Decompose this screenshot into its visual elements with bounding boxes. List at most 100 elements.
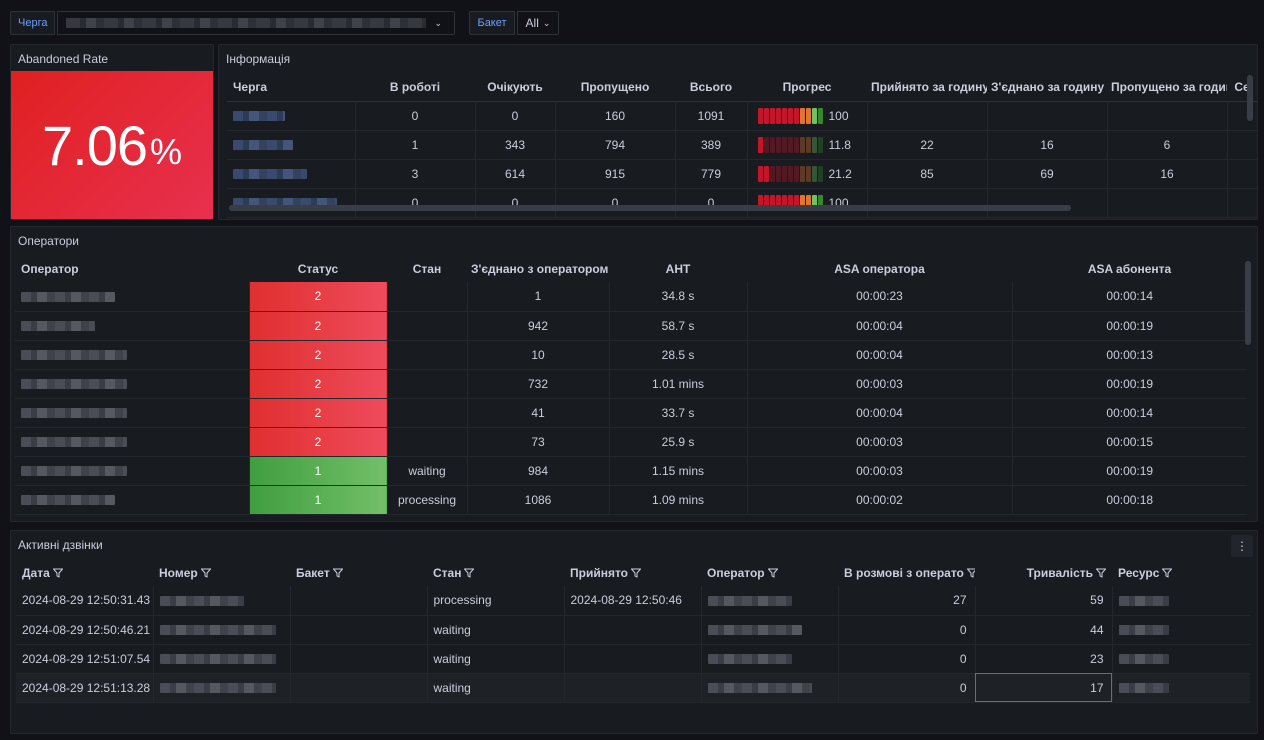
filter-icon[interactable] (966, 568, 975, 579)
table-row[interactable]: 2024-08-29 12:50:46.21 waiting 0 44 (16, 615, 1250, 645)
asa-subscriber-cell: 00:00:14 (1012, 282, 1247, 312)
gauge-segment (811, 194, 817, 211)
cell-missed-hour: 6 (1107, 130, 1228, 160)
gauge-segment (811, 107, 817, 124)
queue-variable-select[interactable]: ⌄ (57, 11, 456, 35)
progress-value: 21.2 (828, 166, 852, 181)
filter-icon[interactable] (52, 568, 63, 579)
status-cell: 2 (249, 340, 388, 370)
connected-cell: 73 (467, 427, 610, 457)
col-operator[interactable]: Оператор (21, 262, 79, 276)
col-extra[interactable]: Се (1234, 80, 1250, 95)
asa-operator-cell: 00:00:04 (747, 340, 1013, 370)
col-call-state[interactable]: Стан (427, 559, 564, 586)
date-cell: 2024-08-29 12:51:13.28 (16, 673, 154, 703)
table-row[interactable]: 2024-08-29 12:51:07.54 waiting 0 23 (16, 644, 1250, 674)
gauge-segment (757, 165, 763, 182)
col-number[interactable]: Номер (153, 559, 290, 586)
table-row[interactable]: 1 waiting 984 1.15 mins 00:00:03 00:00:19 (15, 456, 1247, 486)
gauge-segment (817, 136, 823, 153)
table-row[interactable]: 0 0 0 0 100 (227, 188, 1257, 218)
table-row[interactable]: 2 1 34.8 s 00:00:23 00:00:14 (15, 282, 1247, 312)
col-asa-operator[interactable]: ASA оператора (834, 262, 925, 276)
cell-total: 0 (675, 188, 748, 218)
information-panel: Інформація Черга В роботі Очікують Пропу… (218, 44, 1258, 220)
active-calls-table: Дата Номер Бакет Стан Прийнято Оператор … (16, 559, 1250, 703)
col-accepted[interactable]: Прийнято (564, 559, 701, 586)
cell-missed-hour: 16 (1107, 159, 1228, 189)
filter-icon[interactable] (1096, 568, 1106, 579)
table-row[interactable]: 1 processing 1086 1.09 mins 00:00:02 00:00:18 (15, 485, 1247, 515)
col-missed-hour[interactable]: Пропущено за годину (1111, 80, 1227, 95)
col-asa-subscriber[interactable]: ASA абонента (1087, 262, 1172, 276)
col-connected[interactable]: З'єднано з оператором (471, 262, 609, 276)
filter-icon[interactable] (767, 568, 778, 579)
cell-progress: 11.8 (747, 130, 868, 160)
filter-icon[interactable] (631, 568, 642, 579)
filter-icon[interactable] (332, 568, 343, 579)
connected-cell: 732 (467, 369, 610, 399)
vertical-scrollbar[interactable] (1245, 261, 1251, 345)
bucket-cell (290, 615, 428, 645)
col-total[interactable]: Всього (689, 80, 733, 95)
filter-icon[interactable] (464, 568, 475, 579)
state-cell (387, 340, 468, 370)
filter-icon[interactable] (200, 568, 211, 579)
col-status[interactable]: Статус (297, 262, 339, 276)
col-progress[interactable]: Прогрес (782, 80, 832, 95)
table-row[interactable]: 3 614 915 779 21.2 85 69 16 (227, 159, 1257, 189)
progress-gauge (757, 136, 823, 153)
aht-cell: 1.15 mins (609, 456, 748, 486)
col-accepted-hour[interactable]: Прийнято за годину (871, 80, 987, 95)
vertical-scrollbar[interactable] (1247, 75, 1253, 121)
redacted-text (21, 379, 127, 390)
col-state[interactable]: Стан (412, 262, 442, 276)
cell-accepted-hour: 85 (867, 159, 988, 189)
gauge-segment (775, 165, 781, 182)
redacted-text (707, 625, 802, 636)
table-row[interactable]: 2 732 1.01 mins 00:00:03 00:00:19 (15, 369, 1247, 399)
asa-subscriber-cell: 00:00:19 (1012, 456, 1247, 486)
redacted-text (1118, 625, 1169, 636)
bucket-variable-select[interactable]: All ⌄ (516, 11, 560, 35)
table-row[interactable]: 2 942 58.7 s 00:00:04 00:00:19 (15, 311, 1247, 341)
col-bucket[interactable]: Бакет (290, 559, 427, 586)
table-row[interactable]: 2024-08-29 12:50:31.43 processing 2024-08-… (16, 586, 1250, 616)
gauge-segment (817, 107, 823, 124)
table-row[interactable]: 2 10 28.5 s 00:00:04 00:00:13 (15, 340, 1247, 370)
table-row[interactable]: 2 73 25.9 s 00:00:03 00:00:15 (15, 427, 1247, 457)
operators-panel: Оператори Оператор Статус Стан З'єднано … (10, 226, 1258, 522)
col-in-work[interactable]: В роботі (389, 80, 441, 95)
gauge-segment (805, 165, 811, 182)
col-waiting[interactable]: Очікують (487, 80, 543, 95)
gauge-segment (787, 107, 793, 124)
accepted-cell: 2024-08-29 12:50:46 (564, 586, 702, 616)
table-row[interactable]: 2024-08-29 12:51:13.28 waiting 0 17 (16, 673, 1250, 703)
asa-subscriber-cell: 00:00:18 (1012, 485, 1247, 515)
gauge-segment (787, 165, 793, 182)
talking-cell: 0 (838, 615, 976, 645)
table-row[interactable]: 1 343 794 389 11.8 22 16 6 (227, 130, 1257, 160)
col-duration[interactable]: Тривалість (975, 559, 1112, 586)
col-date[interactable]: Дата (16, 559, 153, 586)
col-talking[interactable]: В розмові з операто (838, 559, 975, 586)
table-row[interactable]: 2 41 33.7 s 00:00:04 00:00:14 (15, 398, 1247, 428)
col-resource[interactable]: Ресурс (1112, 559, 1250, 586)
connected-cell: 41 (467, 398, 610, 428)
col-connected-hour[interactable]: З'єднано за годину (991, 80, 1105, 95)
col-aht[interactable]: AHT (665, 262, 691, 276)
col-queue[interactable]: Черга (233, 80, 268, 95)
asa-subscriber-cell: 00:00:19 (1012, 369, 1247, 399)
col-missed[interactable]: Пропущено (580, 80, 650, 95)
call-state-cell: waiting (427, 615, 565, 645)
horizontal-scrollbar[interactable] (229, 205, 1071, 211)
asa-operator-cell: 00:00:03 (747, 427, 1013, 457)
table-row[interactable]: 0 0 160 1091 100 (227, 101, 1257, 131)
col-call-operator[interactable]: Оператор (701, 559, 838, 586)
connected-cell: 942 (467, 311, 610, 341)
kebab-menu-icon[interactable]: ⋮ (1231, 535, 1253, 557)
cell-in-work: 3 (355, 159, 476, 189)
gauge-segment (781, 107, 787, 124)
filter-icon[interactable] (1162, 568, 1173, 579)
cell-extra (1227, 188, 1257, 218)
